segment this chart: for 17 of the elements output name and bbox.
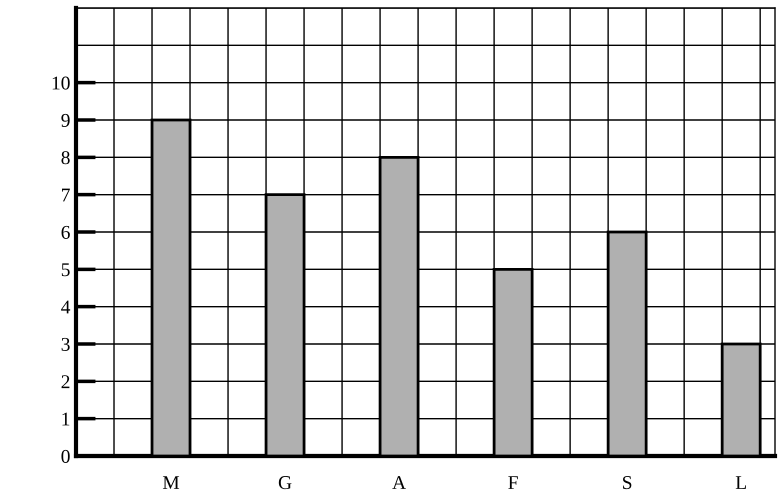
x-tick-label: S bbox=[623, 476, 632, 490]
y-tick-label: 8 bbox=[61, 151, 70, 164]
y-tick-label: 1 bbox=[62, 412, 70, 426]
y-tick-label: 2 bbox=[62, 375, 70, 388]
x-tick-label: M bbox=[162, 476, 180, 489]
y-tick-label: 6 bbox=[62, 226, 70, 239]
y-tick-label: 9 bbox=[61, 114, 70, 127]
y-tick-label: 5 bbox=[62, 263, 70, 276]
x-tick-label: L bbox=[736, 476, 746, 489]
y-tick-label: 0 bbox=[61, 450, 70, 463]
x-tick-label: F bbox=[508, 476, 518, 489]
x-tick-label: G bbox=[278, 476, 292, 490]
y-tick-label: 7 bbox=[62, 188, 70, 202]
y-tick-label: 3 bbox=[62, 338, 70, 351]
y-tick-label: 4 bbox=[61, 300, 70, 314]
x-tick-label: A bbox=[392, 476, 406, 489]
y-tick-label: 10 bbox=[52, 76, 70, 90]
